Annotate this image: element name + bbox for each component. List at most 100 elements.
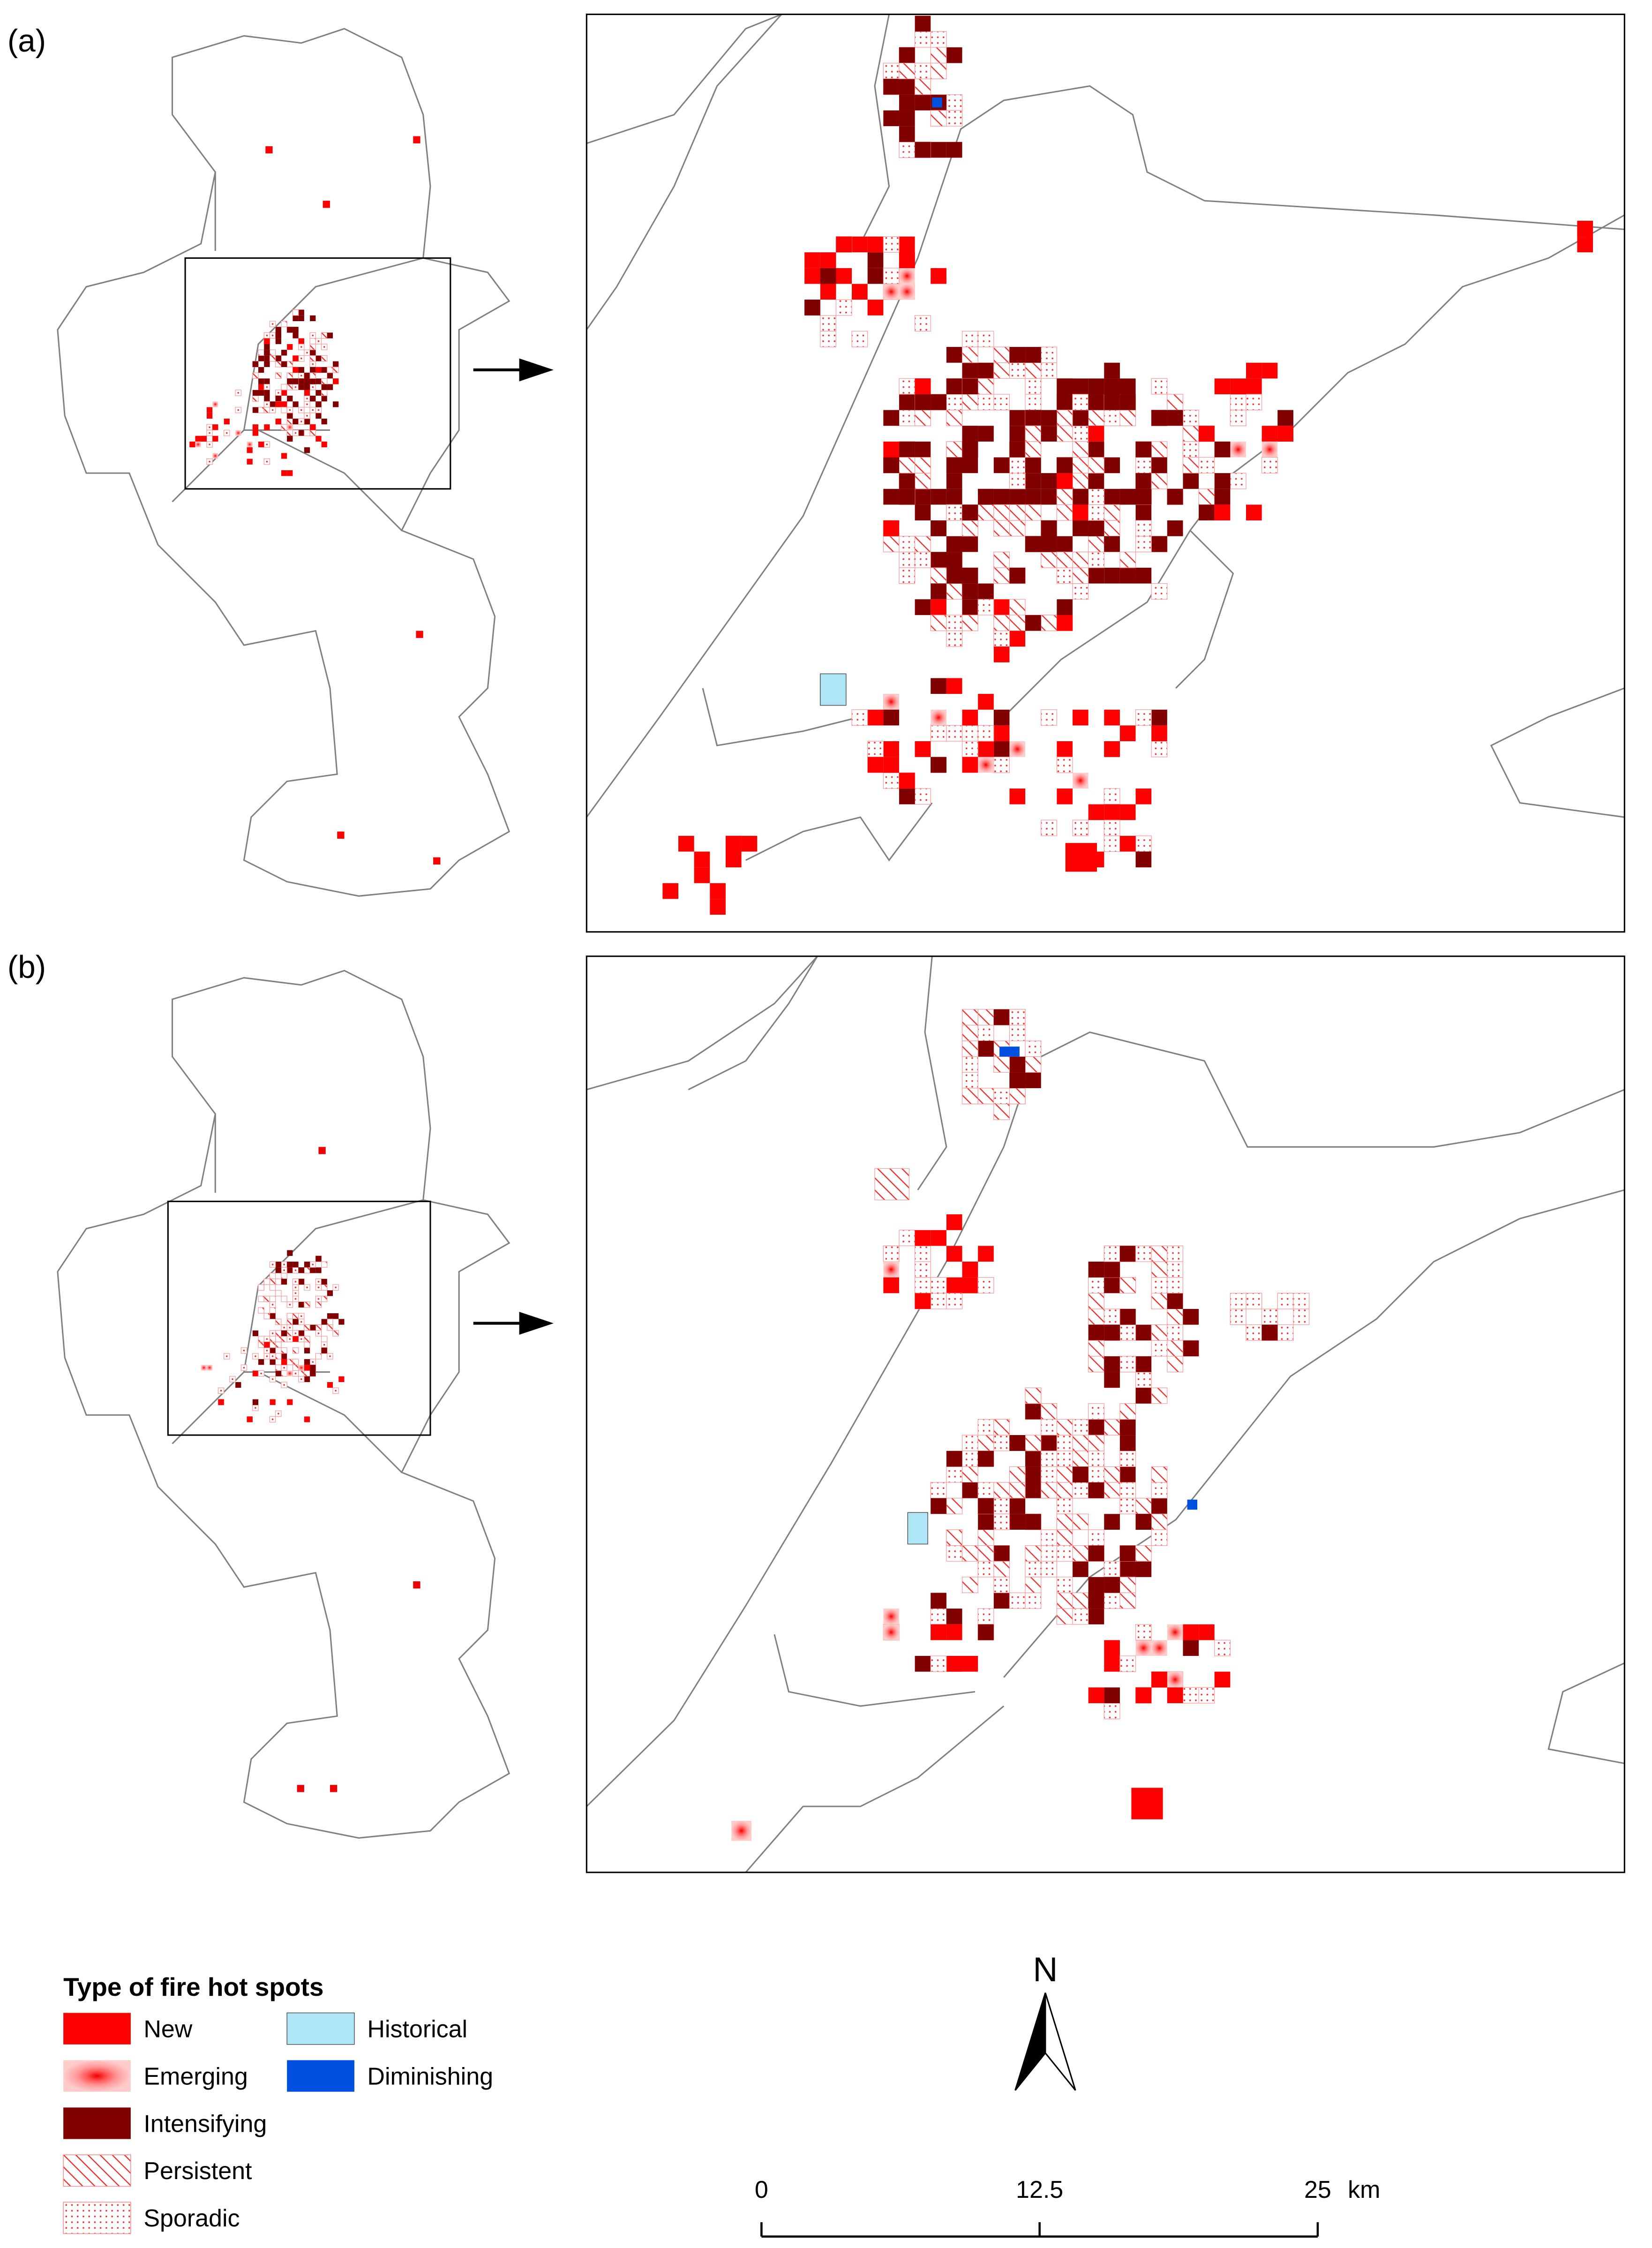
hotspot-cell: [1230, 409, 1247, 426]
hotspot-cell: [304, 1284, 310, 1291]
hotspot-cell: [264, 361, 270, 367]
hotspot-cell: [993, 1513, 1010, 1530]
hotspot-cell: [914, 1245, 931, 1262]
hotspot-cell: [962, 757, 978, 773]
hotspot-cell: [206, 458, 213, 465]
hotspot-cell: [1041, 410, 1057, 426]
hotspot-cell: [321, 396, 327, 402]
hotspot-cell: [321, 1284, 328, 1291]
hotspot-cell: [321, 1347, 327, 1353]
hotspot-cell: [961, 1435, 978, 1451]
hotspot-cell: [269, 406, 276, 414]
hotspot-cell: [1104, 394, 1120, 410]
hotspot-cell: [258, 1284, 264, 1291]
hotspot-cell: [946, 110, 963, 127]
hotspot-cell: [258, 355, 264, 361]
hotspot-cell: [292, 1290, 299, 1297]
hotspot-cell: [310, 350, 316, 356]
hotspot-cell: [212, 401, 218, 407]
hotspot-cell: [240, 1347, 248, 1354]
hotspot-cell: [1151, 536, 1167, 552]
hotspot-cell: [1104, 567, 1120, 584]
hotspot-cell: [321, 384, 327, 390]
hotspot-cell: [993, 567, 1010, 584]
hotspot-cell: [978, 489, 994, 505]
hotspot-cell: [1183, 1308, 1199, 1325]
hotspot-cell: [993, 489, 1010, 505]
hotspot-cell: [1104, 1577, 1120, 1593]
legend-title: Type of fire hot spots: [63, 1972, 323, 2001]
hotspot-cell: [1025, 362, 1042, 379]
hotspot-cell: [962, 583, 978, 600]
hotspot-cell: [281, 1353, 287, 1360]
hotspot-cell: [1119, 1451, 1136, 1467]
hotspot-cell: [1056, 425, 1073, 442]
hotspot-cell: [1119, 1498, 1136, 1514]
hotspot-cell: [946, 409, 963, 426]
hotspot-cell: [851, 709, 868, 726]
hotspot-cell: [264, 396, 270, 402]
hotspot-cell: [1119, 378, 1136, 394]
hotspot-cell: [321, 1261, 328, 1268]
boundary: [586, 956, 1625, 1872]
hotspot-cell: [1088, 1577, 1104, 1593]
hotspot-cell: [931, 268, 946, 284]
hotspot-cell: [820, 331, 837, 347]
hotspot-cell: [315, 413, 322, 419]
hotspot-cell: [1057, 615, 1073, 631]
hotspot-cell: [315, 1301, 322, 1308]
hotspot-cell: [1151, 709, 1167, 726]
hotspot-cell: [1104, 1277, 1120, 1293]
hotspot-cell: [264, 344, 270, 350]
hotspot-cell: [218, 1387, 225, 1394]
hotspot-cell: [946, 94, 963, 111]
hotspot-cell: [304, 1359, 310, 1365]
hotspot-cell: [1135, 536, 1152, 552]
hotspot-cell: [1183, 473, 1199, 489]
hotspot-cell: [281, 1330, 287, 1337]
hotspot-cell: [1088, 1403, 1104, 1420]
hotspot-cell: [1135, 1624, 1152, 1641]
hotspot-cell: [883, 457, 899, 474]
hotspot-cell: [874, 1168, 909, 1201]
hotspot-cell: [263, 1336, 270, 1342]
hotspot-cell: [212, 436, 218, 442]
hotspot-cell: [899, 252, 915, 268]
hotspot-cell: [286, 1318, 293, 1325]
hotspot-cell: [1009, 347, 1026, 363]
hotspot-cell: [993, 1545, 1010, 1562]
hotspot-cell: [1135, 1371, 1152, 1388]
hotspot-cell: [1119, 1435, 1136, 1451]
hotspot-cell: [978, 1514, 994, 1530]
hotspot-cell: [269, 1416, 276, 1423]
hotspot-cell: [315, 378, 322, 384]
hotspot-cell: [1072, 1482, 1089, 1499]
hotspot-cell: [1104, 1356, 1120, 1372]
hotspot-cell: [304, 1370, 310, 1377]
overview-map: [57, 970, 554, 1839]
hotspot-cell: [915, 394, 931, 410]
hotspot-cell: [883, 441, 899, 458]
hotspot-cell: [946, 725, 963, 742]
hotspot-cell: [252, 1353, 259, 1360]
hotspot-cell: [961, 741, 978, 758]
hotspot-cell: [899, 62, 916, 79]
hotspot-cell: [1072, 567, 1089, 584]
hotspot-cell: [1104, 741, 1120, 757]
hotspot-cell: [1056, 1419, 1073, 1436]
hotspot-cell: [1088, 394, 1104, 410]
hotspot-cell: [930, 615, 947, 632]
hotspot-cell: [293, 1319, 299, 1325]
hotspot-cell: [1056, 1451, 1073, 1467]
hotspot-cell: [264, 390, 270, 396]
hotspot-cell: [962, 1656, 978, 1672]
hotspot-cell: [1088, 1545, 1104, 1562]
hotspot-cell: [820, 252, 836, 268]
hotspot-cell: [315, 1256, 322, 1262]
hotspot-cell: [883, 709, 899, 726]
hotspot-cell: [977, 1277, 994, 1293]
hotspot-cell: [1009, 1435, 1026, 1451]
hotspot-cell: [298, 1365, 304, 1371]
hotspot-cell: [993, 647, 1010, 662]
hotspot-cell: [263, 1278, 270, 1285]
